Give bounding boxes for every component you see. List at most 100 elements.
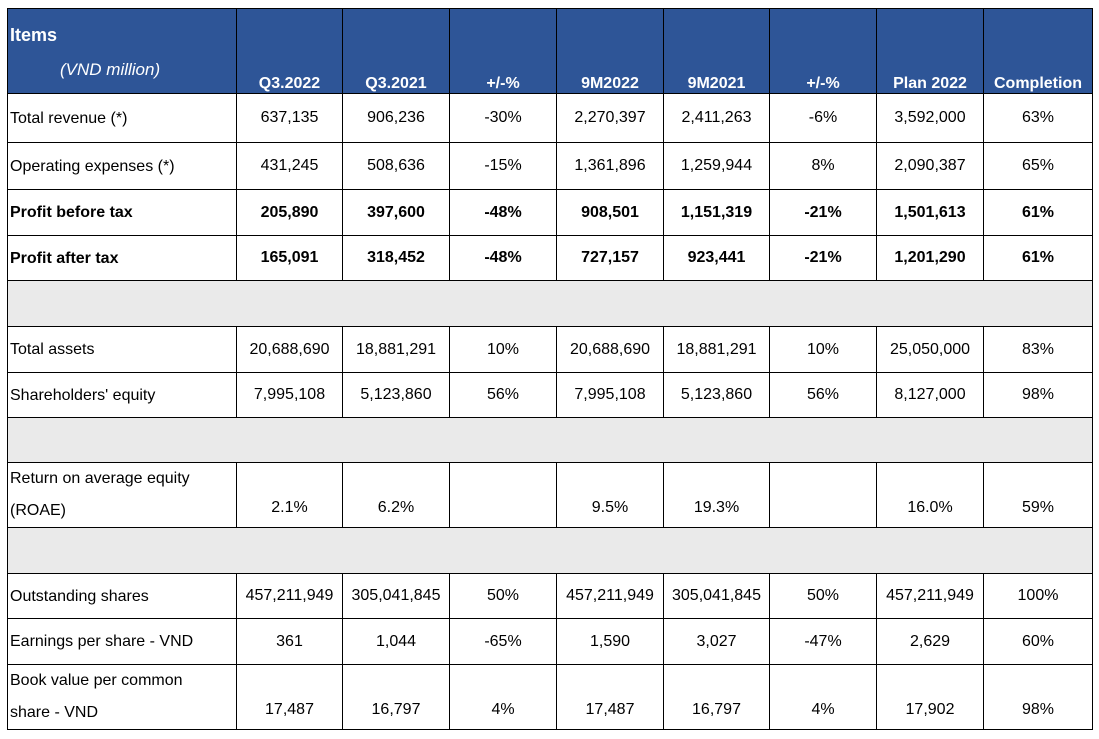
row-outstanding-shares: Outstanding shares 457,211,949 305,041,8… xyxy=(7,573,1093,619)
row-label-line-1: Book value per common xyxy=(10,672,183,689)
cell: 98% xyxy=(983,664,1093,730)
cell: 5,123,860 xyxy=(663,372,770,418)
cell: 165,091 xyxy=(236,235,343,281)
cell: 17,902 xyxy=(876,664,984,730)
cell: 305,041,845 xyxy=(342,573,450,619)
row-label: Outstanding shares xyxy=(7,573,237,619)
row-label: Total revenue (*) xyxy=(7,93,237,143)
cell: -48% xyxy=(449,189,557,236)
cell: 727,157 xyxy=(556,235,664,281)
cell: 100% xyxy=(983,573,1093,619)
spacer-row xyxy=(7,527,1093,574)
cell: 457,211,949 xyxy=(236,573,343,619)
spacer-row xyxy=(7,417,1093,463)
cell: 318,452 xyxy=(342,235,450,281)
cell: 431,245 xyxy=(236,142,343,190)
cell: 637,135 xyxy=(236,93,343,143)
cell: 83% xyxy=(983,326,1093,373)
row-label: Operating expenses (*) xyxy=(7,142,237,190)
cell: 3,027 xyxy=(663,618,770,665)
cell: 8,127,000 xyxy=(876,372,984,418)
cell: -21% xyxy=(769,235,877,281)
financial-results-table: Items (VND million) Q3.2022 Q3.2021 +/-%… xyxy=(7,8,1093,730)
header-row: Items (VND million) Q3.2022 Q3.2021 +/-%… xyxy=(7,8,1093,94)
row-label: Earnings per share - VND xyxy=(7,618,237,665)
row-label: Profit after tax xyxy=(7,235,237,281)
row-label-line-2: share - VND xyxy=(10,704,99,721)
row-label: Profit before tax xyxy=(7,189,237,236)
cell: 61% xyxy=(983,189,1093,236)
cell: 63% xyxy=(983,93,1093,143)
cell: -30% xyxy=(449,93,557,143)
cell: 457,211,949 xyxy=(556,573,664,619)
cell: 908,501 xyxy=(556,189,664,236)
cell: 8% xyxy=(769,142,877,190)
cell: 17,487 xyxy=(236,664,343,730)
items-title: Items xyxy=(10,25,58,45)
cell: 17,487 xyxy=(556,664,664,730)
cell: 10% xyxy=(769,326,877,373)
cell: 10% xyxy=(449,326,557,373)
cell: 16,797 xyxy=(663,664,770,730)
cell: 20,688,690 xyxy=(556,326,664,373)
cell: -15% xyxy=(449,142,557,190)
cell: 4% xyxy=(769,664,877,730)
cell: 4% xyxy=(449,664,557,730)
cell: 2.1% xyxy=(236,462,343,528)
cell: 7,995,108 xyxy=(236,372,343,418)
cell: 2,090,387 xyxy=(876,142,984,190)
row-earnings-per-share: Earnings per share - VND 361 1,044 -65% … xyxy=(7,618,1093,665)
cell: -48% xyxy=(449,235,557,281)
cell: 56% xyxy=(769,372,877,418)
cell: 60% xyxy=(983,618,1093,665)
cell: 50% xyxy=(769,573,877,619)
col-header-9m-change: +/-% xyxy=(769,8,877,94)
cell: 1,044 xyxy=(342,618,450,665)
cell: 1,590 xyxy=(556,618,664,665)
items-unit: (VND million) xyxy=(60,60,161,79)
cell: 16.0% xyxy=(876,462,984,528)
cell: 20,688,690 xyxy=(236,326,343,373)
cell xyxy=(449,462,557,528)
row-profit-after-tax: Profit after tax 165,091 318,452 -48% 72… xyxy=(7,235,1093,281)
cell: 361 xyxy=(236,618,343,665)
cell: -21% xyxy=(769,189,877,236)
cell xyxy=(769,462,877,528)
cell: 7,995,108 xyxy=(556,372,664,418)
row-label-line-2: (ROAE) xyxy=(10,502,66,519)
cell: 2,629 xyxy=(876,618,984,665)
cell: 9.5% xyxy=(556,462,664,528)
row-total-assets: Total assets 20,688,690 18,881,291 10% 2… xyxy=(7,326,1093,373)
col-header-9m2021: 9M2021 xyxy=(663,8,770,94)
cell: 25,050,000 xyxy=(876,326,984,373)
cell: 457,211,949 xyxy=(876,573,984,619)
col-header-completion: Completion xyxy=(983,8,1093,94)
cell: 59% xyxy=(983,462,1093,528)
cell: 6.2% xyxy=(342,462,450,528)
cell: -65% xyxy=(449,618,557,665)
row-book-value-per-share: Book value per common share - VND 17,487 … xyxy=(7,664,1093,730)
row-total-revenue: Total revenue (*) 637,135 906,236 -30% 2… xyxy=(7,93,1093,143)
cell: 1,501,613 xyxy=(876,189,984,236)
row-label: Total assets xyxy=(7,326,237,373)
cell: 2,270,397 xyxy=(556,93,664,143)
row-label-line-1: Return on average equity xyxy=(10,470,190,487)
cell: -6% xyxy=(769,93,877,143)
cell: 906,236 xyxy=(342,93,450,143)
col-header-q3-2021: Q3.2021 xyxy=(342,8,450,94)
cell: 205,890 xyxy=(236,189,343,236)
cell: 56% xyxy=(449,372,557,418)
cell: 1,259,944 xyxy=(663,142,770,190)
cell: 923,441 xyxy=(663,235,770,281)
row-label: Return on average equity (ROAE) xyxy=(7,462,237,528)
cell: 98% xyxy=(983,372,1093,418)
cell: 16,797 xyxy=(342,664,450,730)
cell: 397,600 xyxy=(342,189,450,236)
col-header-q-change: +/-% xyxy=(449,8,557,94)
col-header-9m2022: 9M2022 xyxy=(556,8,664,94)
cell: 2,411,263 xyxy=(663,93,770,143)
cell: 65% xyxy=(983,142,1093,190)
cell: 1,201,290 xyxy=(876,235,984,281)
cell: 508,636 xyxy=(342,142,450,190)
cell: 18,881,291 xyxy=(342,326,450,373)
